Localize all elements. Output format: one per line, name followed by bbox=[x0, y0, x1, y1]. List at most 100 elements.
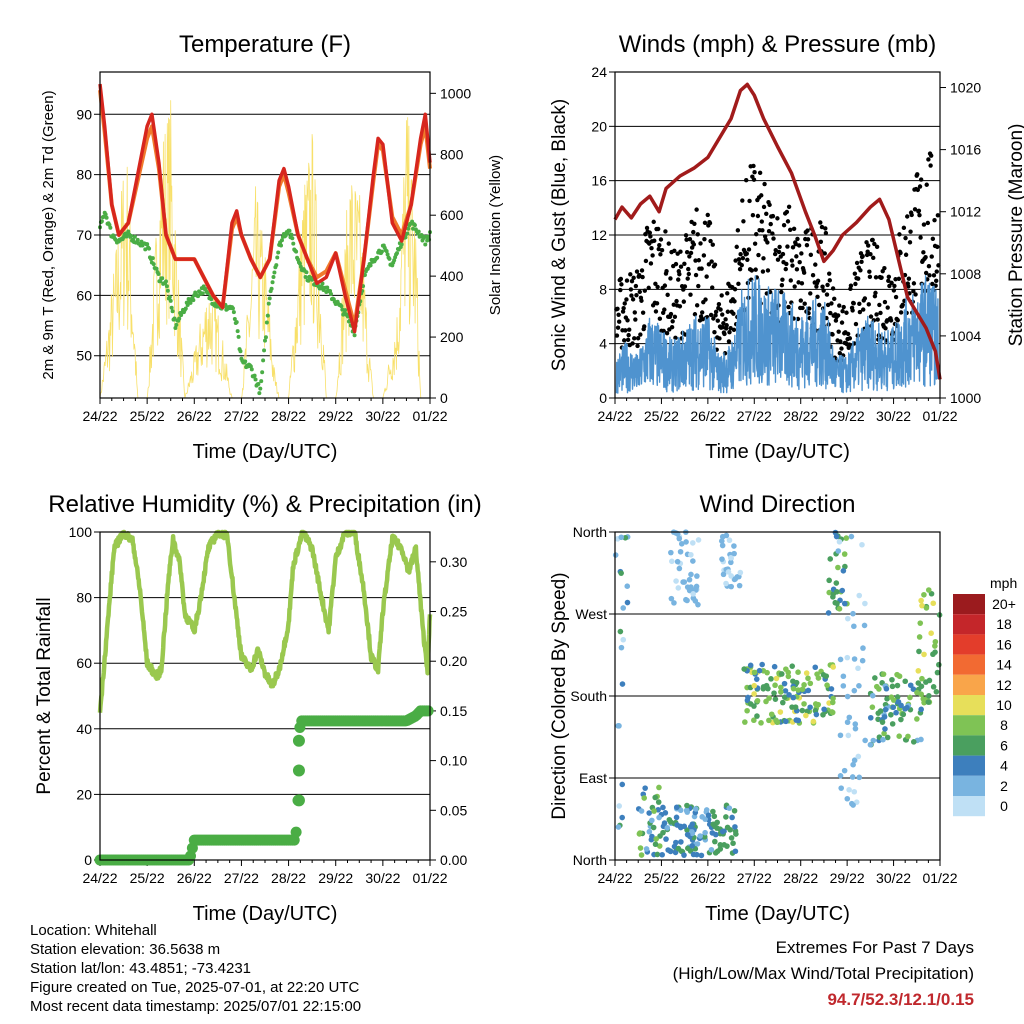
direction-point bbox=[801, 701, 807, 707]
gust-point bbox=[740, 198, 745, 203]
gust-point bbox=[879, 275, 884, 280]
direction-point bbox=[896, 733, 902, 739]
gust-point bbox=[659, 248, 665, 253]
gust-point bbox=[693, 272, 699, 278]
y-tick-label: 0 bbox=[84, 852, 92, 868]
direction-point bbox=[877, 708, 884, 714]
direction-point bbox=[620, 605, 627, 611]
gust-point bbox=[750, 213, 756, 218]
direction-point bbox=[668, 595, 675, 602]
direction-point bbox=[637, 830, 643, 836]
gust-point bbox=[670, 319, 675, 324]
direction-point bbox=[778, 689, 784, 695]
gust-point bbox=[918, 235, 923, 240]
direction-point bbox=[663, 836, 669, 842]
direction-point bbox=[894, 671, 900, 678]
direction-point bbox=[851, 788, 858, 795]
gust-point bbox=[630, 341, 635, 346]
dewpoint-point bbox=[232, 316, 237, 321]
gust-point bbox=[745, 257, 750, 262]
y-tick-label: 40 bbox=[76, 721, 92, 737]
gust-point bbox=[733, 258, 738, 263]
gust-point bbox=[688, 250, 694, 256]
dewpoint-point bbox=[258, 386, 263, 391]
gust-point bbox=[775, 216, 780, 221]
x-tick-label: 01/22 bbox=[412, 408, 447, 424]
dewpoint-point bbox=[257, 391, 262, 396]
direction-point bbox=[830, 695, 836, 702]
direction-point bbox=[820, 672, 827, 678]
direction-point bbox=[850, 610, 856, 617]
dewpoint-point bbox=[279, 243, 284, 248]
gust-point bbox=[723, 317, 728, 322]
gust-point bbox=[860, 254, 865, 259]
direction-point bbox=[870, 737, 877, 744]
gust-point bbox=[808, 252, 814, 258]
x-tick-label: 28/22 bbox=[271, 870, 306, 886]
gust-point bbox=[857, 301, 862, 307]
gust-point bbox=[840, 309, 845, 314]
direction-point bbox=[753, 676, 760, 682]
dewpoint-point bbox=[164, 284, 169, 289]
gust-point bbox=[705, 212, 710, 218]
direction-point bbox=[763, 682, 770, 689]
gust-point bbox=[648, 261, 654, 266]
direction-point bbox=[895, 699, 902, 705]
direction-point bbox=[646, 810, 652, 816]
direction-point bbox=[649, 817, 655, 824]
direction-point bbox=[851, 623, 857, 630]
gust-point bbox=[882, 265, 887, 271]
dewpoint-point bbox=[262, 348, 267, 353]
direction-point bbox=[717, 846, 724, 852]
legend-swatch bbox=[953, 674, 985, 695]
gust-point bbox=[930, 281, 935, 287]
gust-point bbox=[731, 327, 737, 333]
direction-point bbox=[851, 656, 858, 662]
x-tick-label: 28/22 bbox=[783, 408, 818, 424]
direction-point bbox=[638, 808, 645, 814]
direction-point bbox=[744, 697, 751, 704]
gust-point bbox=[695, 232, 700, 237]
y-axis-label: Sonic Wind & Gust (Blue, Black) bbox=[549, 99, 570, 371]
direction-point bbox=[799, 686, 806, 693]
gust-point bbox=[696, 283, 701, 289]
x-tick-label: 30/22 bbox=[365, 408, 400, 424]
gust-point bbox=[779, 283, 785, 288]
direction-point bbox=[664, 825, 671, 831]
gust-point bbox=[883, 326, 888, 331]
gust-point bbox=[715, 318, 720, 323]
x-tick-label: 24/22 bbox=[597, 870, 632, 886]
direction-point bbox=[905, 733, 911, 740]
direction-point bbox=[618, 534, 625, 541]
legend-label: 16 bbox=[996, 636, 1012, 652]
direction-point bbox=[638, 852, 645, 858]
gust-point bbox=[634, 292, 639, 298]
direction-point bbox=[759, 661, 765, 668]
gust-point bbox=[892, 283, 897, 289]
gust-point bbox=[923, 255, 928, 260]
direction-point bbox=[702, 829, 708, 836]
gust-point bbox=[821, 288, 826, 293]
gust-point bbox=[627, 327, 632, 332]
gust-point bbox=[739, 262, 744, 268]
gust-point bbox=[732, 287, 738, 292]
direction-point bbox=[902, 706, 908, 712]
gust-point bbox=[909, 212, 914, 218]
direction-point bbox=[902, 678, 909, 685]
gust-point bbox=[698, 241, 703, 246]
direction-point bbox=[844, 693, 851, 700]
direction-point bbox=[856, 683, 862, 689]
gust-point bbox=[706, 262, 712, 267]
gust-point bbox=[877, 302, 882, 308]
gust-point bbox=[682, 261, 687, 267]
direction-point bbox=[855, 665, 861, 672]
y-axis-label: Direction (Colored By Speed) bbox=[549, 572, 570, 819]
direction-point bbox=[848, 533, 855, 540]
direction-point bbox=[844, 795, 851, 802]
direction-point bbox=[684, 802, 690, 809]
gust-point bbox=[716, 302, 722, 307]
dewpoint-point bbox=[423, 242, 428, 247]
dewpoint-point bbox=[252, 373, 257, 378]
gust-point bbox=[799, 251, 804, 256]
gust-point bbox=[647, 230, 653, 235]
